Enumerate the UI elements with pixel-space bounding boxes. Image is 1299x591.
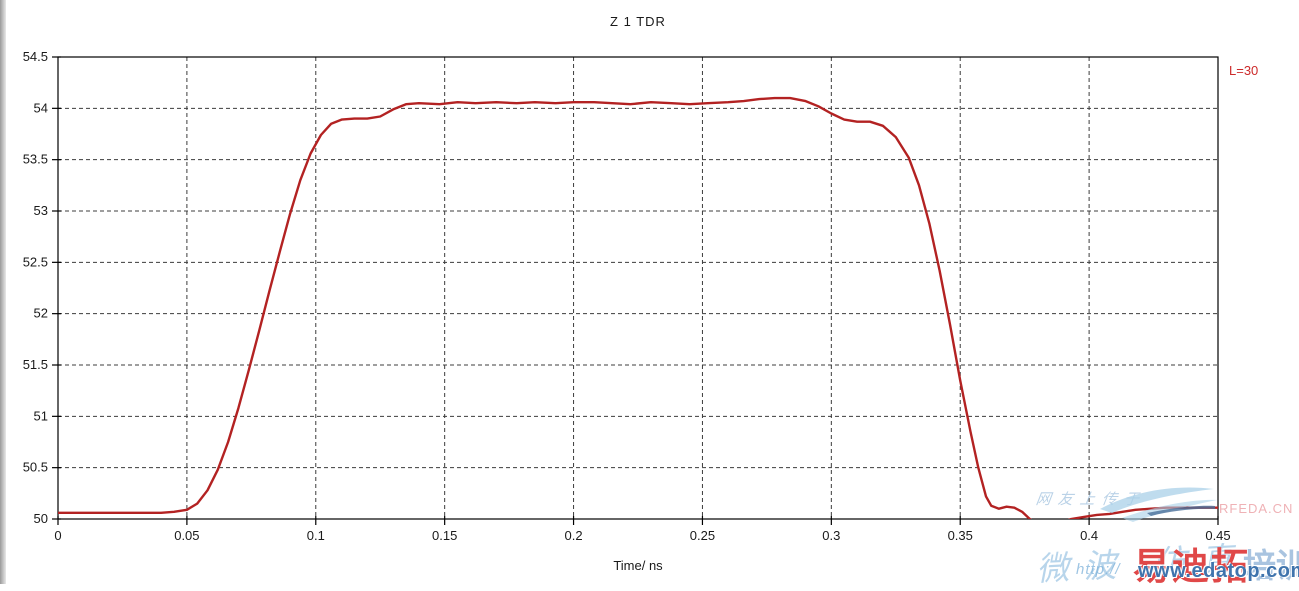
series-line-L=30	[58, 96, 1218, 519]
y-tick-label: 52	[34, 306, 48, 321]
swoosh-dark-streak	[1147, 505, 1215, 516]
y-tick-label: 53	[34, 203, 48, 218]
plot-frame	[57, 56, 1219, 520]
x-tick-label: 0.3	[822, 528, 840, 543]
y-tick-label: 51.5	[23, 357, 48, 372]
y-tick-label: 51	[34, 408, 48, 423]
legend-label: L=30	[1229, 63, 1259, 78]
y-tick-label: 54	[34, 100, 48, 115]
x-tick-label: 0.15	[432, 528, 457, 543]
x-tick-label: 0.35	[948, 528, 973, 543]
x-axis-title: Time/ ns	[613, 558, 663, 573]
x-tick-label: 0	[54, 528, 61, 543]
x-tick-label: 0.45	[1205, 528, 1230, 543]
chart-title: Z 1 TDR	[610, 14, 666, 29]
x-tick-label: 0.05	[174, 528, 199, 543]
y-tick-label: 52.5	[23, 254, 48, 269]
y-tick-label: 54.5	[23, 49, 48, 64]
x-tick-label: 0.2	[565, 528, 583, 543]
x-tick-label: 0.4	[1080, 528, 1098, 543]
y-tick-label: 53.5	[23, 152, 48, 167]
swoosh-upper-wing	[1100, 487, 1214, 513]
y-tick-label: 50	[34, 511, 48, 526]
x-tick-label: 0.25	[690, 528, 715, 543]
window-edge-strip	[0, 0, 6, 584]
y-tick-label: 50.5	[23, 460, 48, 475]
x-tick-label: 0.1	[307, 528, 325, 543]
